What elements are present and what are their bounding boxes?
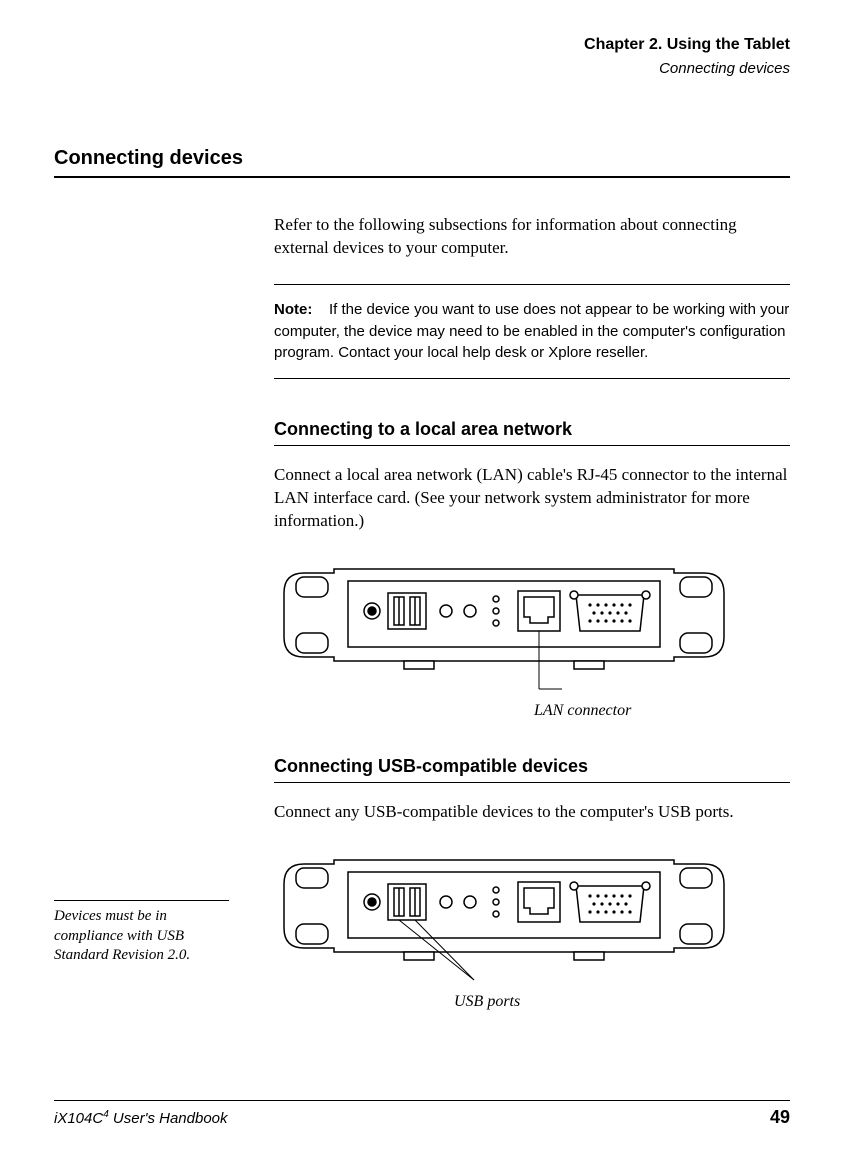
lan-figure — [274, 551, 790, 696]
content-area: Refer to the following subsections for i… — [274, 214, 790, 1011]
page-footer: iX104C4 User's Handbook 49 — [54, 1100, 790, 1128]
header-chapter: Chapter 2. Using the Tablet — [54, 36, 790, 54]
note-body: If the device you want to use does not a… — [274, 301, 789, 362]
margin-note: Devices must be in compliance with USB S… — [54, 900, 229, 966]
lan-text: Connect a local area network (LAN) cable… — [274, 464, 790, 533]
footer-prefix: iX104C — [54, 1110, 103, 1127]
header-section: Connecting devices — [54, 60, 790, 77]
usb-text: Connect any USB-compatible devices to th… — [274, 801, 790, 824]
note-label: Note: — [274, 301, 312, 318]
intro-text: Refer to the following subsections for i… — [274, 214, 790, 260]
note-text — [317, 301, 330, 318]
device-diagram-lan-icon — [274, 551, 744, 696]
footer-title: iX104C4 User's Handbook — [54, 1109, 228, 1127]
usb-figure — [274, 842, 790, 987]
usb-callout: USB ports — [454, 993, 790, 1011]
note-block: Note: If the device you want to use does… — [274, 284, 790, 379]
footer-suffix: User's Handbook — [109, 1110, 228, 1127]
page-number: 49 — [770, 1107, 790, 1128]
lan-callout: LAN connector — [534, 702, 790, 720]
lan-heading: Connecting to a local area network — [274, 419, 790, 446]
device-diagram-usb-icon — [274, 842, 744, 987]
usb-heading: Connecting USB-compatible devices — [274, 756, 790, 783]
section-heading: Connecting devices — [54, 147, 790, 178]
page-header: Chapter 2. Using the Tablet Connecting d… — [54, 36, 790, 77]
